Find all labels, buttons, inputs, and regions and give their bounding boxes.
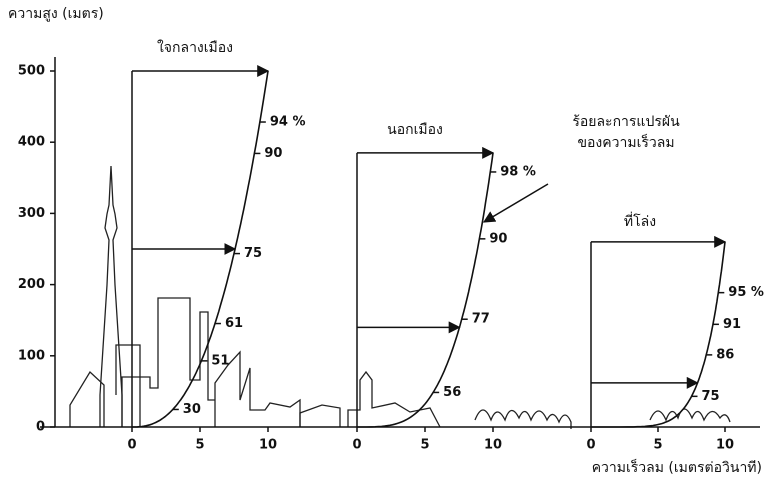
y-tick-label: 200: [18, 277, 45, 292]
percent-label: 91: [723, 317, 741, 332]
panel-title: นอกเมือง: [387, 122, 443, 138]
y-tick-label: 300: [18, 206, 45, 221]
skyline: [70, 166, 730, 429]
x-tick-label: 5: [653, 438, 662, 453]
percent-label: 86: [716, 347, 734, 362]
y-tick-label: 0: [36, 420, 45, 435]
percent-label: 77: [472, 312, 490, 327]
y-tick-label: 100: [18, 348, 45, 363]
panel-title: ใจกลางเมือง: [157, 39, 233, 56]
percent-label: 95 %: [728, 285, 764, 300]
annotation-arrow: [484, 184, 548, 222]
diagram: ความสูง (เมตร) ความเร็วลม (เมตรต่อวินาที…: [0, 0, 771, 480]
percent-label: 51: [211, 353, 229, 368]
percent-label: 30: [183, 402, 201, 417]
panel-title: ที่โล่ง: [624, 212, 656, 230]
x-tick-label: 5: [195, 438, 204, 453]
annotation: ของความเร็วลม: [577, 133, 674, 151]
x-tick-label: 0: [127, 438, 136, 453]
x-tick-label: 0: [352, 438, 361, 453]
y-axis-label: ความสูง (เมตร): [8, 6, 104, 22]
x-axis-label: ความเร็วลม (เมตรต่อวินาที): [592, 458, 762, 476]
percent-label: 90: [264, 146, 282, 161]
x-tick-label: 5: [420, 438, 429, 453]
wind-profile: [357, 153, 493, 427]
percent-label: 75: [702, 389, 720, 404]
y-tick-label: 500: [18, 64, 45, 79]
x-tick-label: 10: [484, 438, 502, 453]
percent-label: 75: [244, 246, 262, 261]
annotation: ร้อยละการแปรผัน: [572, 114, 680, 130]
x-tick-label: 10: [259, 438, 277, 453]
percent-label: 90: [489, 231, 507, 246]
percent-label: 56: [443, 385, 461, 400]
percent-label: 98 %: [500, 164, 536, 179]
percent-label: 94 %: [270, 115, 306, 130]
percent-label: 61: [225, 316, 243, 331]
y-tick-label: 400: [18, 135, 45, 150]
x-tick-label: 10: [716, 438, 734, 453]
x-tick-label: 0: [586, 438, 595, 453]
